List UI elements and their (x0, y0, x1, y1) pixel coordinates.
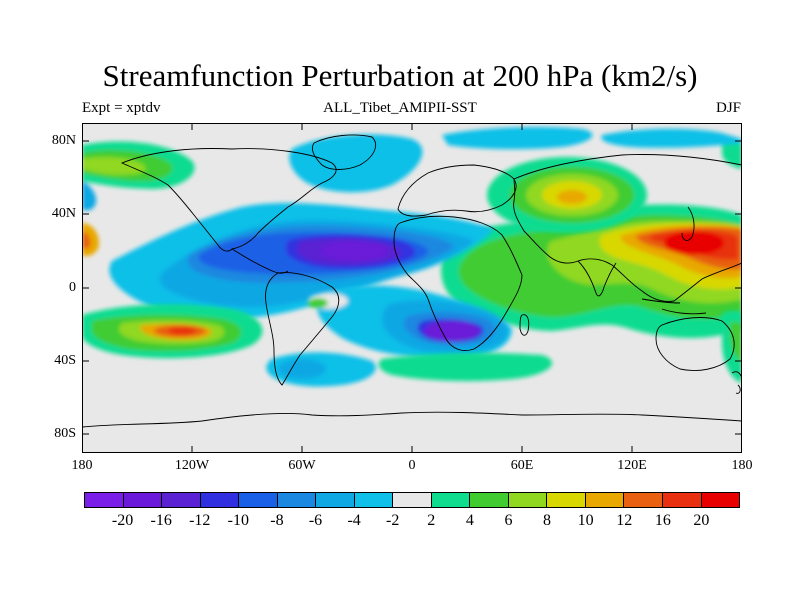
colorbar-label: 12 (616, 512, 633, 529)
colorbar-label: -20 (111, 512, 134, 529)
coastlines (82, 134, 742, 428)
lon-label-60e: 60E (510, 458, 534, 473)
lon-label-120w: 120W (174, 458, 210, 473)
colorbar-label: 10 (577, 512, 594, 529)
colorbar-label: -2 (386, 512, 400, 529)
colorbar-label: 2 (427, 512, 436, 529)
colorbar-swatch (162, 493, 201, 507)
colorbar-swatch (585, 493, 625, 507)
colorbar-label: 6 (504, 512, 513, 529)
colorbar-swatch (547, 493, 586, 507)
contour-atlantic-low (109, 203, 495, 319)
colorbar (84, 492, 740, 508)
colorbar-swatch (239, 493, 278, 507)
colorbar-swatch (624, 493, 663, 507)
lat-label-80s: 80S (54, 426, 76, 441)
lon-label-60w: 60W (288, 458, 316, 473)
experiment-label: Expt = xptdv (82, 100, 161, 116)
lon-label-0: 0 (408, 458, 416, 473)
colorbar-swatch (393, 493, 432, 507)
season-label: DJF (715, 100, 741, 116)
colorbar-swatch (431, 493, 471, 507)
colorbar-label: 8 (543, 512, 552, 529)
colorbar-label: -16 (150, 512, 172, 529)
colorbar-swatch (200, 493, 240, 507)
colorbar-label: 20 (693, 512, 710, 529)
contour-south-africa-low (308, 285, 512, 359)
colorbar-label: -10 (227, 512, 249, 529)
colorbar-swatch (508, 493, 548, 507)
lat-label-40s: 40S (54, 353, 76, 368)
colorbar-label: 16 (654, 512, 671, 529)
lon-ticks (191, 123, 633, 453)
colorbar-label: -8 (270, 512, 284, 529)
map-title: Streamfunction Perturbation at 200 hPa (… (102, 58, 698, 93)
contour-southern-ocean (266, 310, 742, 387)
colorbar-label: -12 (189, 512, 211, 529)
lat-label-80n: 80N (51, 133, 76, 148)
contour-central-asia-high (487, 157, 647, 233)
lat-label-40n: 40N (51, 206, 76, 221)
colorbar-label: -6 (308, 512, 323, 529)
colorbar-swatch (316, 493, 355, 507)
contour-west-pacific-high (441, 204, 742, 338)
colorbar-swatch (123, 493, 163, 507)
contour-south-pacific-high (82, 223, 263, 359)
colorbar-swatch (354, 493, 394, 507)
lon-label-120e: 120E (617, 458, 647, 473)
colorbar-label: -4 (347, 512, 361, 529)
colorbar-swatch (662, 493, 702, 507)
lon-label-180-west: 180 (71, 458, 93, 473)
colorbar-label: 4 (465, 512, 474, 529)
colorbar-swatch (470, 493, 509, 507)
experiment-name: ALL_Tibet_AMIPII-SST (323, 100, 477, 116)
colorbar-swatch (277, 493, 317, 507)
contour-arctic (82, 127, 742, 211)
lon-label-180-east: 180 (731, 458, 753, 473)
colorbar-swatch (701, 493, 740, 507)
lat-ticks (82, 140, 742, 435)
colorbar-swatch (85, 493, 124, 507)
lat-label-0: 0 (69, 280, 76, 295)
streamfunction-map (82, 123, 742, 453)
